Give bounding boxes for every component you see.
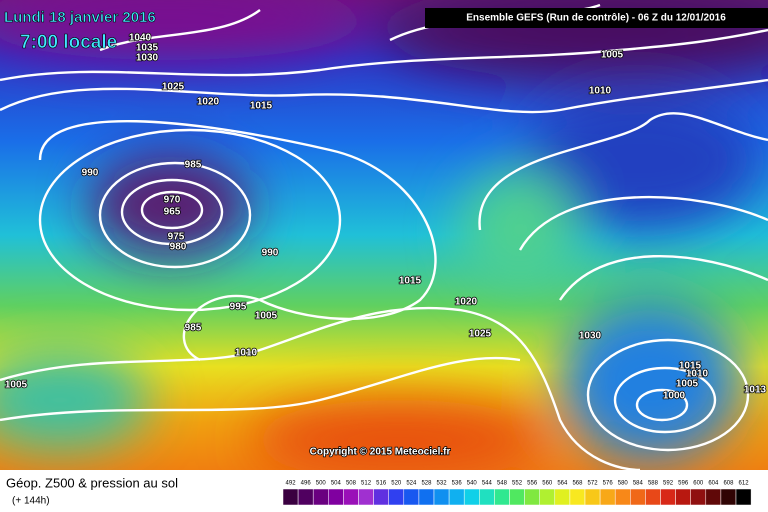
scale-swatch	[388, 488, 405, 506]
scale-swatch	[705, 488, 722, 506]
isobar-label: 1005	[255, 311, 278, 322]
scale-label: 584	[633, 481, 644, 487]
scale-label: 552	[512, 481, 523, 487]
scale-swatch	[448, 488, 465, 506]
isobar-label: 1030	[579, 331, 602, 342]
scale-swatch	[509, 488, 525, 506]
scale-label: 564	[557, 481, 568, 487]
lead-time: (+ 144h)	[12, 496, 50, 507]
isobar-label: 1010	[235, 348, 258, 359]
scale-label: 508	[346, 481, 357, 487]
run-info: Ensemble GEFS (Run de contrôle) - 06 Z d…	[466, 13, 726, 24]
scale-swatch	[599, 488, 616, 506]
isobar-label: 1015	[399, 276, 422, 287]
run-box	[425, 8, 768, 28]
scale-swatch	[675, 488, 691, 506]
time: 7:00 locale	[20, 32, 117, 53]
scale-label: 540	[467, 481, 478, 487]
scale-swatch	[524, 488, 540, 506]
scale-label: 596	[678, 481, 689, 487]
scale-label: 556	[527, 481, 538, 487]
scale-label: 516	[376, 481, 387, 487]
scale-label: 544	[482, 481, 493, 487]
isobar-label: 1013	[744, 385, 767, 396]
scale-label: 568	[572, 481, 583, 487]
scale-swatch	[554, 488, 571, 506]
isobar-label: 1025	[469, 329, 492, 340]
isobar-label: 980	[170, 242, 187, 253]
scale-label: 572	[588, 481, 599, 487]
isobar-label: 1030	[136, 53, 159, 64]
scale-label: 528	[421, 481, 432, 487]
scale-swatch	[403, 488, 420, 506]
isobar-label: 1005	[5, 380, 28, 391]
scale-label: 520	[391, 481, 402, 487]
scale-label: 536	[452, 481, 463, 487]
isobar-label: 1010	[686, 369, 709, 380]
scale-label: 608	[723, 481, 734, 487]
isobar-label: 1025	[162, 82, 185, 93]
scale-label: 580	[618, 481, 629, 487]
scale-swatch	[690, 488, 707, 506]
scale-label: 524	[406, 481, 417, 487]
scale-swatch	[569, 488, 586, 506]
isobar-label: 1010	[589, 86, 612, 97]
scale-swatch	[312, 488, 329, 506]
isobar-label: 1005	[601, 50, 624, 61]
scale-swatch	[297, 488, 314, 506]
scale-swatch	[614, 488, 631, 506]
scale-label: 496	[301, 481, 312, 487]
isobar-label: 1015	[250, 101, 273, 112]
scale-label: 512	[361, 481, 372, 487]
isobar-label: 1000	[663, 391, 686, 402]
isobar-label: 985	[185, 160, 202, 171]
scale-swatch	[463, 488, 480, 506]
isobar-label: 990	[82, 168, 99, 179]
scale-swatch	[343, 488, 359, 506]
scale-label: 532	[437, 481, 448, 487]
scale-swatch	[539, 488, 556, 506]
isobar-label: 970	[164, 195, 181, 206]
scale-swatch	[735, 488, 752, 506]
copyright: Copyright © 2015 Meteociel.fr	[310, 447, 451, 458]
scale-swatch	[494, 488, 510, 506]
scale-swatch	[720, 488, 737, 506]
isobar-label: 995	[230, 302, 247, 313]
scale-label: 548	[497, 481, 508, 487]
isobar-label: 990	[262, 248, 279, 259]
scale-label: 500	[316, 481, 327, 487]
scale-label: 592	[663, 481, 674, 487]
isobar-label: 1020	[455, 297, 478, 308]
scale-swatch	[328, 488, 344, 506]
isobar-label: 975	[168, 232, 185, 243]
scale-swatch	[584, 488, 601, 506]
isobar-label: 985	[185, 323, 202, 334]
date: Lundi 18 janvier 2016	[4, 9, 156, 26]
scale-swatch	[373, 488, 389, 506]
scale-swatch	[630, 488, 646, 506]
isobar-label: 1005	[676, 379, 699, 390]
scale-label: 504	[331, 481, 342, 487]
scale-swatch	[418, 488, 435, 506]
scale-label: 612	[739, 481, 750, 487]
isobar-label: 965	[164, 207, 181, 218]
scale-swatch	[433, 488, 450, 506]
isobar-label: 1040	[129, 33, 152, 44]
scale-swatch	[358, 488, 374, 506]
scale-label: 492	[286, 481, 297, 487]
scale-swatch	[479, 488, 495, 506]
isobar-label: 1035	[136, 43, 159, 54]
scale-label: 576	[603, 481, 614, 487]
isobar-label: 1015	[679, 361, 702, 372]
scale-label: 600	[693, 481, 704, 487]
footer-title: Géop. Z500 & pression au sol	[6, 475, 178, 490]
scale-label: 604	[708, 481, 719, 487]
scale-swatch	[645, 488, 661, 506]
scale-swatch	[282, 488, 299, 506]
scale-label: 560	[542, 481, 553, 487]
scale-swatch	[660, 488, 676, 506]
isobar-label: 1020	[197, 97, 220, 108]
scale-label: 588	[648, 481, 659, 487]
